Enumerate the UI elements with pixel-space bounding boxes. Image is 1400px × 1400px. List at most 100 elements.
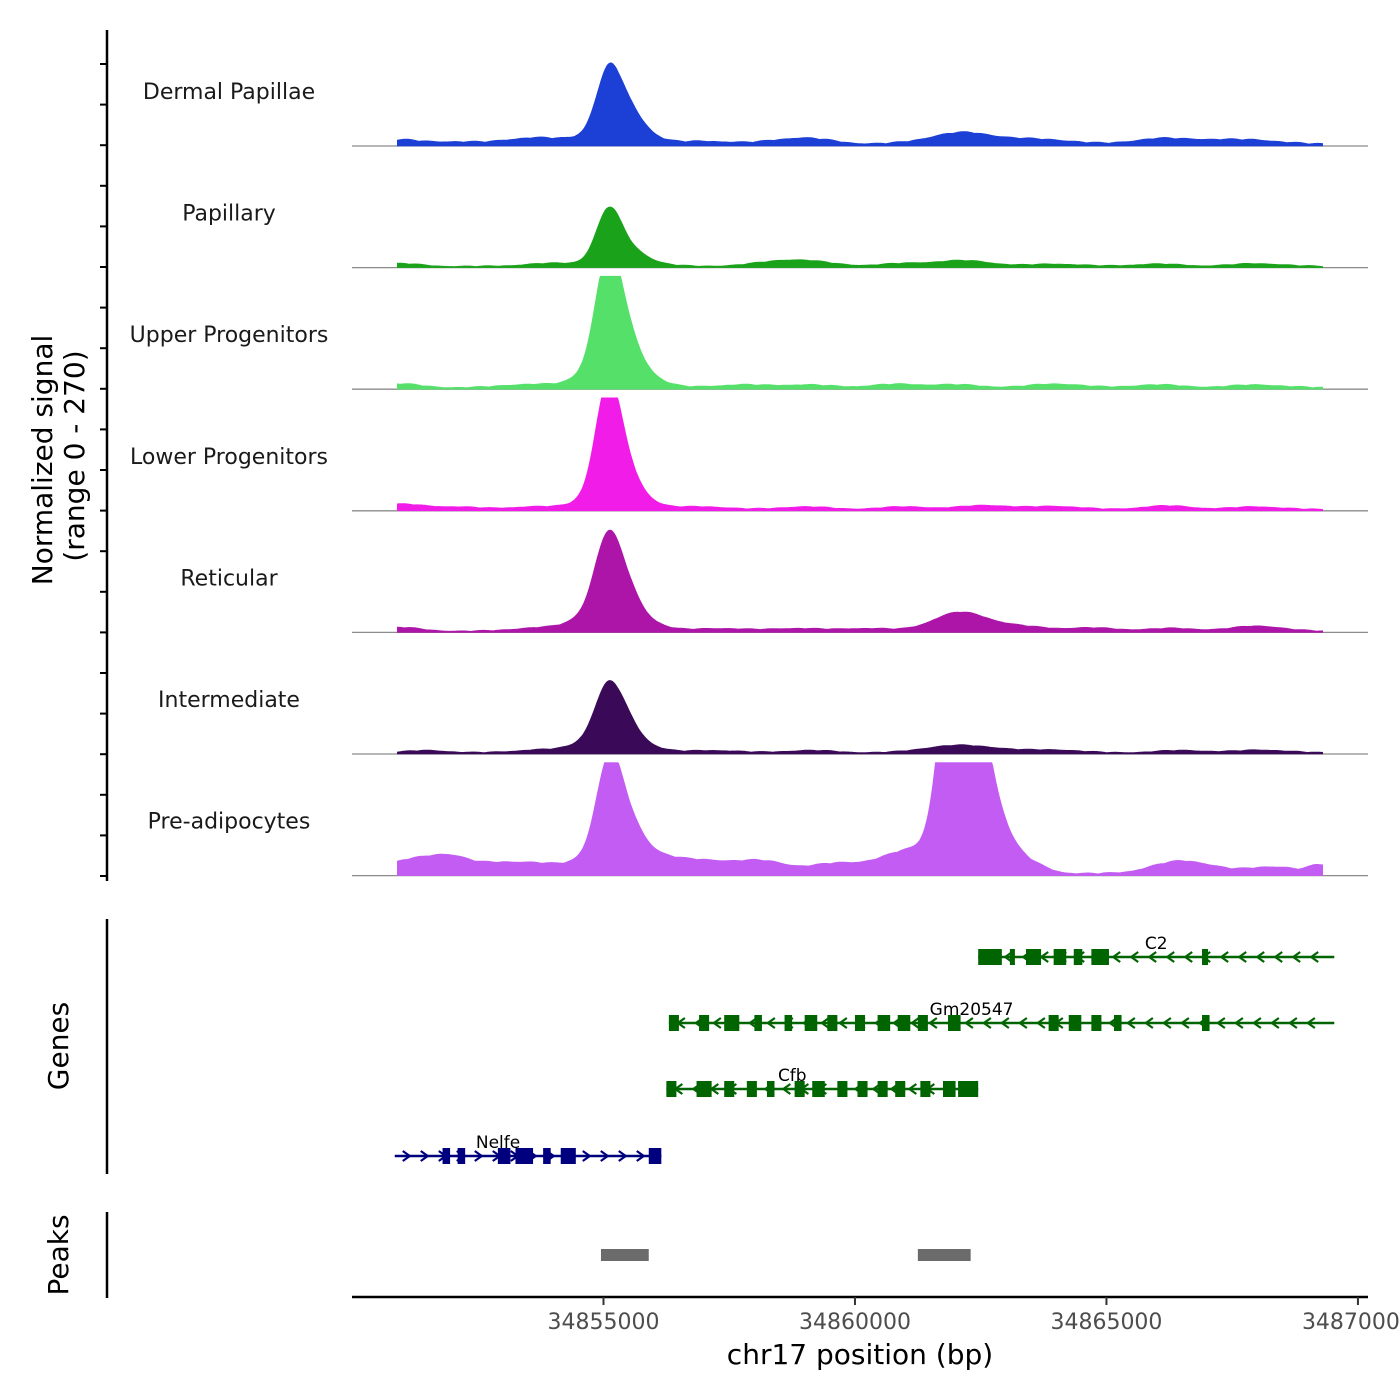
signal-area-3 [397,397,1323,512]
gene-exon [1202,949,1209,965]
gene-exon [827,1015,838,1031]
gene-exon [766,1081,775,1097]
gene-strand-chevron [1305,1017,1316,1029]
gene-label: Nelfe [476,1133,520,1153]
gene-strand-chevron [1179,1017,1190,1029]
gene-exon [794,1081,805,1097]
gene-strand-chevron [474,1150,484,1162]
x-tick-label: 34855000 [547,1310,659,1335]
gene-strand-chevron [907,1083,917,1095]
gene-exon [917,1015,928,1031]
gene-c2: C2 [978,934,1335,965]
gene-strand-chevron [1161,1017,1172,1029]
gene-strand-chevron [1125,1017,1136,1029]
gene-exon [1068,1015,1082,1031]
gene-strand-chevron [963,1017,974,1029]
gene-label: Cfb [778,1066,807,1086]
gene-gm20547: Gm20547 [668,1000,1335,1031]
gene-exon [948,1015,961,1031]
track-label: Upper Progenitors [130,323,329,348]
gene-exon [1048,1015,1059,1031]
gene-strand-chevron [1143,1017,1154,1029]
track-3: Lower Progenitors [130,397,1368,512]
gene-exon [854,1015,866,1031]
gene-exon [1053,949,1067,965]
gene-strand-chevron [1129,951,1139,963]
gene-exon [804,1015,818,1031]
gene-exon [877,1081,888,1097]
track-label: Lower Progenitors [130,445,328,470]
gene-exon [724,1081,735,1097]
gene-strand-chevron [1215,1017,1226,1029]
gene-exon [668,1015,679,1031]
gene-strand-chevron [1035,1017,1046,1029]
gene-exon [958,1081,979,1097]
track-label: Papillary [182,202,276,227]
x-axis-ticks: 34855000 34860000 34865000 34870000 [547,1297,1400,1335]
peak-region [600,1249,649,1261]
gene-exon [1025,949,1042,965]
genes-panel-title: Genes [42,1002,75,1090]
gene-strand-chevron [1269,1017,1280,1029]
gene-exon [877,1015,891,1031]
gene-strand-chevron [1273,951,1283,963]
track-4: Reticular [180,529,1368,634]
gene-exon [857,1081,868,1097]
x-tick-label: 34860000 [799,1310,911,1335]
gene-exon [1114,1015,1122,1031]
track-label: Reticular [180,566,278,591]
gene-exon [666,1081,677,1097]
x-axis-title: chr17 position (bp) [727,1338,993,1371]
gene-strand-chevron [600,1150,610,1162]
gene-exon [724,1015,740,1031]
gene-strand-chevron [1219,951,1229,963]
gene-exon [696,1081,712,1097]
track-2: Upper Progenitors [130,275,1368,390]
gene-exon [1073,949,1083,965]
gene-exon [754,1015,762,1031]
track-0: Dermal Papillae [143,62,1368,147]
signal-tracks: Dermal Papillae Papillary Upper Progenitor… [130,62,1368,877]
gene-strand-chevron [1237,951,1247,963]
gene-strand-chevron [1291,951,1301,963]
gene-strand-chevron [402,1150,412,1162]
gene-exon [1091,949,1109,965]
y-axis-title-line1: Normalized signal [26,335,59,586]
gene-strand-chevron [1309,951,1319,963]
signal-area-4 [397,529,1323,633]
gene-label: C2 [1145,934,1168,954]
gene-strand-chevron [981,1017,992,1029]
track-label: Intermediate [158,688,300,713]
gene-exon [942,1081,956,1097]
signal-area-2 [397,275,1323,390]
gene-exon [812,1081,825,1097]
gene-exon [560,1148,576,1164]
gene-strand-chevron [819,1017,830,1029]
peaks-panel [600,1249,971,1261]
gene-strand-chevron [837,1017,848,1029]
gene-exon [978,949,1002,965]
gene-strand-chevron [1165,951,1175,963]
y-axis-ticks [100,63,107,877]
gene-exon [442,1148,451,1164]
gene-strand-chevron [1233,1017,1244,1029]
gene-strand-chevron [765,1017,776,1029]
gene-nelfe: Nelfe [394,1133,662,1164]
gene-strand-chevron [420,1150,430,1162]
gene-strand-chevron [1003,951,1013,963]
gene-cfb: Cfb [666,1066,979,1097]
gene-strand-chevron [1287,1017,1298,1029]
peak-region [917,1249,971,1261]
gene-exon [897,1015,911,1031]
gene-exon [515,1148,534,1164]
track-label: Dermal Papillae [143,80,315,105]
gene-exon [648,1148,662,1164]
track-5: Intermediate [158,680,1368,755]
signal-area-0 [397,62,1323,147]
gene-strand-chevron [1111,951,1121,963]
signal-area-5 [397,680,1323,755]
gene-exon [1202,1015,1210,1031]
y-axis-title-line2: (range 0 - 270) [58,350,91,561]
gene-exon [1009,949,1015,965]
track-label: Pre-adipocytes [148,810,311,835]
